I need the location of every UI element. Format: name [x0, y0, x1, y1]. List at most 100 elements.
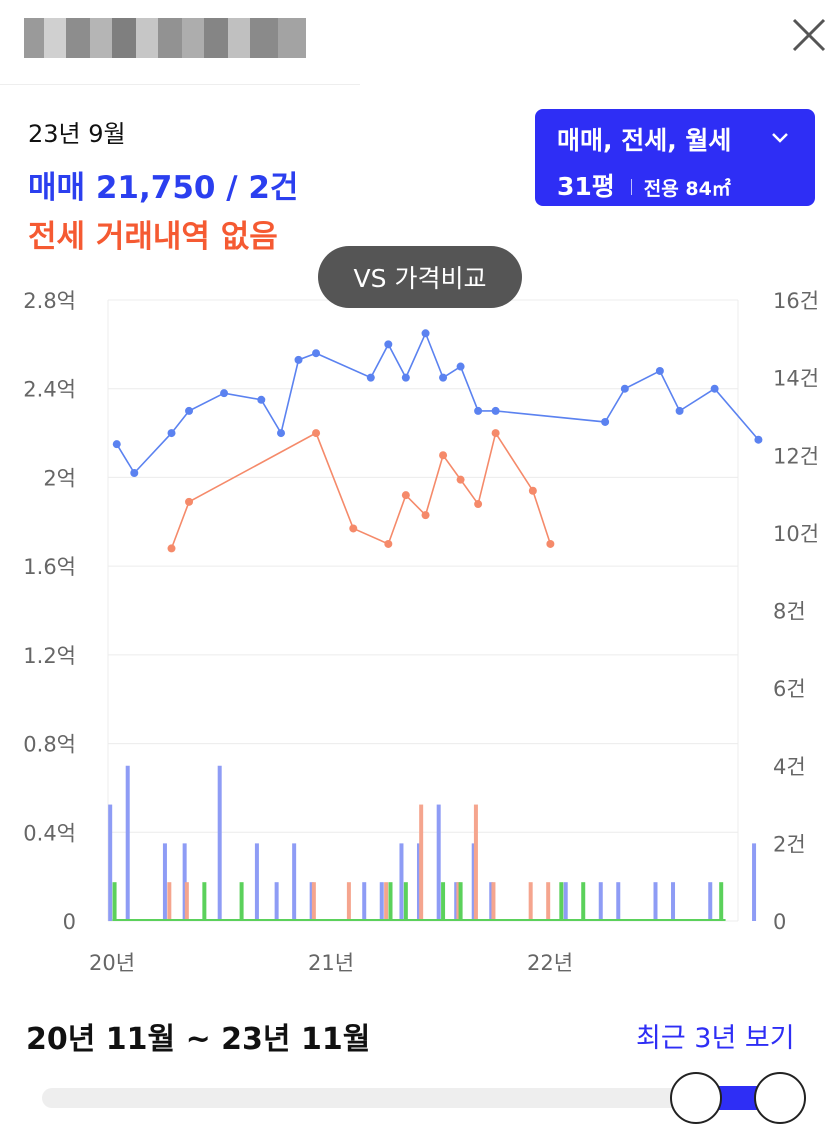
- volume-bar-sale: [489, 882, 494, 921]
- data-point-sale: [675, 406, 684, 415]
- data-point-sale: [401, 373, 410, 382]
- data-point-sale: [474, 406, 483, 415]
- volume-bar-jeonse: [491, 882, 496, 921]
- y-left-tick-label: 2.8억: [23, 289, 76, 313]
- data-point-sale: [655, 366, 664, 375]
- data-point-sale: [491, 406, 500, 415]
- volume-bar-sale: [563, 882, 568, 921]
- volume-bar-sale: [125, 765, 130, 921]
- data-point-sale: [754, 435, 763, 444]
- y-right-tick-label: 8건: [773, 600, 806, 624]
- data-point-sale: [167, 429, 176, 438]
- y-right-tick-label: 10건: [773, 522, 819, 546]
- volume-bar-sale: [454, 882, 459, 921]
- volume-bar-monthly: [559, 882, 564, 921]
- data-point-sale: [366, 373, 375, 382]
- jeonse-summary: 전세 거래내역 없음: [28, 219, 278, 255]
- data-point-jeonse: [384, 539, 393, 548]
- data-point-jeonse: [456, 475, 465, 484]
- volume-bar-sale: [616, 882, 621, 921]
- trade-types-label: 매매, 전세, 월세: [557, 126, 732, 155]
- recent-3-years-link[interactable]: 최근 3년 보기: [636, 1023, 795, 1054]
- period-slider-end-handle[interactable]: [754, 1072, 806, 1124]
- data-point-sale: [130, 468, 139, 477]
- series-line-jeonse: [170, 431, 552, 549]
- volume-bar-sale: [671, 882, 676, 921]
- y-left-tick-label: 0: [63, 910, 76, 934]
- volume-bar-sale: [752, 843, 757, 921]
- volume-bar-sale: [274, 882, 279, 921]
- data-point-jeonse: [439, 451, 448, 460]
- data-point-sale: [384, 340, 393, 349]
- volume-bar-sale: [162, 843, 167, 921]
- data-point-sale: [620, 384, 629, 393]
- data-point-sale: [185, 406, 194, 415]
- data-point-jeonse: [312, 429, 321, 438]
- vs-compare-button[interactable]: VS 가격비교: [318, 246, 522, 308]
- volume-bar-monthly: [458, 882, 463, 921]
- volume-bar-sale: [399, 843, 404, 921]
- volume-bar-sale: [416, 843, 421, 921]
- size-separator: [630, 179, 632, 195]
- data-point-sale: [257, 395, 266, 404]
- selected-month: 23년 9월: [28, 120, 126, 148]
- volume-bar-sale: [309, 882, 314, 921]
- data-point-sale: [601, 417, 610, 426]
- data-point-jeonse: [421, 511, 430, 520]
- volume-bar-monthly: [202, 882, 207, 921]
- volume-bar-sale: [653, 882, 658, 921]
- volume-bar-jeonse: [473, 804, 478, 921]
- volume-bar-monthly: [441, 882, 446, 921]
- volume-bar-sale: [217, 765, 222, 921]
- data-point-sale: [294, 355, 303, 364]
- y-left-tick-label: 1.6억: [23, 555, 76, 579]
- volume-bar-sale: [379, 882, 384, 921]
- y-left-tick-label: 1.2억: [23, 644, 76, 668]
- y-left-tick-label: 0.8억: [23, 733, 76, 757]
- data-point-jeonse: [528, 486, 537, 495]
- y-right-tick-label: 12건: [773, 444, 819, 468]
- volume-bar-jeonse: [384, 882, 389, 921]
- area-label: 전용 84㎡: [643, 178, 731, 200]
- header: [0, 0, 827, 84]
- data-point-sale: [439, 373, 448, 382]
- y-left-tick-label: 2억: [43, 466, 76, 490]
- data-point-sale: [277, 429, 286, 438]
- y-right-tick-label: 16건: [773, 289, 819, 313]
- volume-bar-sale: [182, 843, 187, 921]
- volume-bar-monthly: [719, 882, 724, 921]
- volume-bar-jeonse: [346, 882, 351, 921]
- volume-bar-sale: [254, 843, 259, 921]
- header-divider: [0, 84, 360, 85]
- x-tick-label: 20년: [89, 951, 135, 975]
- volume-bar-jeonse: [167, 882, 172, 921]
- data-point-jeonse: [546, 539, 555, 548]
- volume-bar-monthly: [403, 882, 408, 921]
- volume-bar-jeonse: [184, 882, 189, 921]
- volume-bar-jeonse: [456, 882, 461, 921]
- pyeong-label: 31평: [557, 172, 615, 201]
- data-point-sale: [112, 440, 121, 449]
- trade-filter-button[interactable]: 매매, 전세, 월세 31평 전용 84㎡: [535, 109, 815, 206]
- sale-summary: 매매 21,750 / 2건: [28, 170, 299, 206]
- y-right-tick-label: 4건: [773, 755, 806, 779]
- data-point-sale: [220, 389, 229, 398]
- data-point-jeonse: [491, 429, 500, 438]
- y-left-tick-label: 0.4억: [23, 821, 76, 845]
- y-right-tick-label: 6건: [773, 677, 806, 701]
- data-point-jeonse: [401, 491, 410, 500]
- y-right-tick-label: 14건: [773, 367, 819, 391]
- x-tick-label: 22년: [527, 951, 573, 975]
- data-point-sale: [710, 384, 719, 393]
- volume-bar-sale: [436, 804, 441, 921]
- period-slider-track[interactable]: [42, 1088, 802, 1108]
- price-chart: 0 0.4억 0.8억 1.2억 1.6억 2억 2.4억 2.8억 0 2건 4건 6건 8건 10건 1…: [23, 289, 819, 975]
- y-right-tick-label: 0: [773, 910, 786, 934]
- y-left-tick-label: 2.4억: [23, 378, 76, 402]
- volume-bar-jeonse: [546, 882, 551, 921]
- close-icon[interactable]: [788, 14, 827, 54]
- period-slider-start-handle[interactable]: [670, 1072, 722, 1124]
- chevron-down-icon: [772, 133, 788, 143]
- data-point-jeonse: [349, 524, 358, 533]
- volume-bar-monthly: [388, 882, 393, 921]
